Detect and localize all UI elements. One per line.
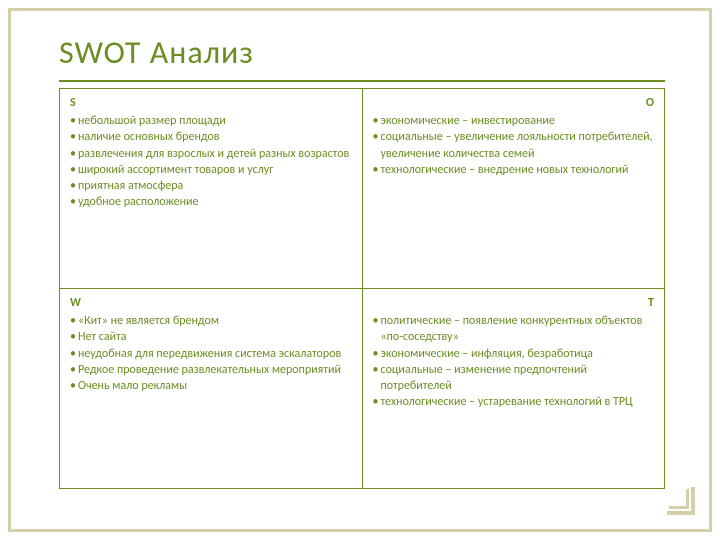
label-s: S: [70, 95, 76, 111]
list-item: небольшой размер площади: [70, 113, 352, 129]
cell-strengths: S небольшой размер площадиналичие основн…: [60, 89, 363, 289]
list-opportunities: экономические – инвестированиесоциальные…: [373, 113, 655, 178]
list-item: удобное расположение: [70, 194, 352, 210]
list-threats: политические – появление конкурентных об…: [373, 313, 655, 410]
slide-frame: SWOT Анализ S небольшой размер площадина…: [8, 8, 712, 532]
list-item: неудобная для передвижения система эскал…: [70, 346, 352, 362]
list-item: технологические – внедрение новых технол…: [373, 162, 655, 178]
list-item: экономические – инвестирование: [373, 113, 655, 129]
label-o: O: [646, 95, 654, 111]
list-strengths: небольшой размер площадиналичие основных…: [70, 113, 352, 210]
page-title: SWOT Анализ: [59, 33, 665, 72]
list-item: Нет сайта: [70, 329, 352, 345]
list-item: Редкое проведение развлекательных меропр…: [70, 362, 352, 378]
label-t: T: [648, 295, 654, 311]
swot-table: S небольшой размер площадиналичие основн…: [59, 88, 665, 489]
title-underline: [59, 80, 665, 82]
cell-weaknesses: W «Кит» не является брендомНет сайтанеуд…: [60, 289, 363, 489]
list-item: развлечения для взрослых и детей разных …: [70, 146, 352, 162]
slide-content: SWOT Анализ S небольшой размер площадина…: [11, 11, 709, 509]
label-w: W: [70, 295, 81, 311]
list-item: технологические – устаревание технологий…: [373, 394, 655, 410]
list-item: политические – появление конкурентных об…: [373, 313, 655, 345]
list-item: широкий ассортимент товаров и услуг: [70, 162, 352, 178]
list-item: наличие основных брендов: [70, 129, 352, 145]
list-item: приятная атмосфера: [70, 178, 352, 194]
list-item: «Кит» не является брендом: [70, 313, 352, 329]
cell-threats: T политические – появление конкурентных …: [362, 289, 665, 489]
cell-opportunities: O экономические – инвестированиесоциальн…: [362, 89, 665, 289]
list-item: социальные – увеличение лояльности потре…: [373, 129, 655, 161]
list-item: Очень мало рекламы: [70, 378, 352, 394]
list-item: экономические – инфляция, безработица: [373, 346, 655, 362]
corner-decoration-inner-icon: [669, 489, 689, 509]
list-item: социальные – изменение предпочтений потр…: [373, 362, 655, 394]
list-weaknesses: «Кит» не является брендомНет сайтанеудоб…: [70, 313, 352, 394]
